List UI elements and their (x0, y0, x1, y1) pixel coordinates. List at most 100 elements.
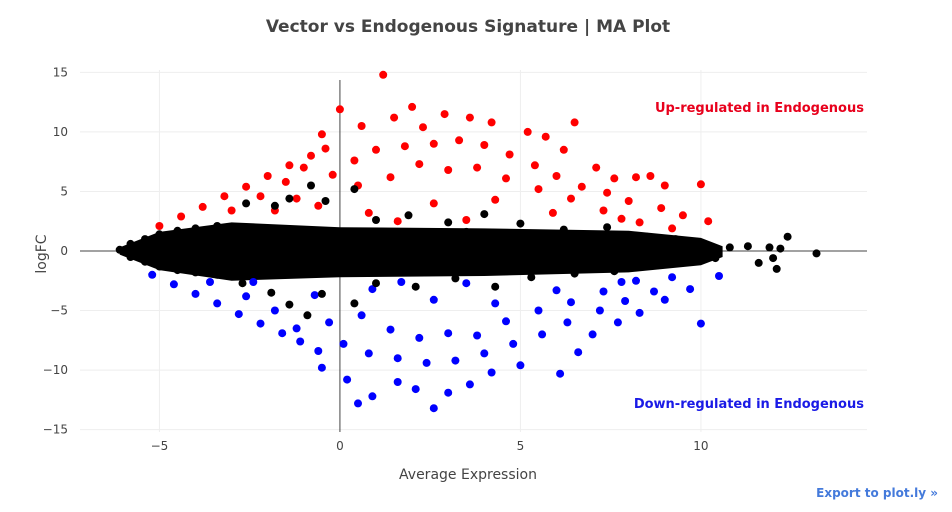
point-down (462, 279, 471, 288)
point-up (285, 161, 294, 170)
point-up (577, 182, 586, 191)
point-not-significant (653, 261, 662, 270)
point-up (660, 181, 669, 190)
point-up (350, 156, 359, 165)
point-down (429, 404, 438, 413)
point-down (444, 388, 453, 397)
point-up (314, 201, 323, 210)
point-up (473, 163, 482, 172)
point-not-significant (285, 300, 294, 309)
point-up (617, 214, 626, 223)
point-not-significant (317, 289, 326, 298)
point-down (325, 318, 334, 327)
tick-labels: −15 −10 −5 0 5 10 15 −5 0 5 10 (43, 65, 709, 453)
point-down (364, 349, 373, 358)
point-not-significant (321, 197, 330, 205)
point-down (270, 306, 279, 315)
point-down (213, 299, 222, 308)
point-up (227, 206, 236, 215)
point-not-significant (743, 242, 752, 251)
point-not-significant (642, 255, 651, 264)
point-up (704, 217, 713, 226)
point-up (552, 172, 561, 180)
not-significant-density-band (119, 222, 723, 281)
point-up (429, 199, 438, 208)
point-down (595, 306, 604, 315)
point-up (317, 130, 326, 139)
point-not-significant (783, 232, 792, 241)
point-down (534, 306, 543, 315)
y-tick-label: −10 (43, 363, 68, 377)
point-not-significant (173, 266, 182, 275)
point-not-significant (671, 235, 680, 244)
point-not-significant (559, 225, 568, 234)
point-not-significant (606, 236, 615, 245)
point-down (343, 375, 352, 384)
point-up (530, 161, 539, 170)
point-not-significant (411, 282, 420, 291)
point-not-significant (491, 282, 500, 291)
point-down (552, 286, 561, 295)
point-not-significant (285, 194, 294, 203)
point-not-significant (754, 258, 763, 267)
y-tick-label: 5 (60, 184, 68, 198)
annotation-down-regulated: Down-regulated in Endogenous (634, 397, 864, 412)
point-not-significant (141, 235, 149, 244)
point-down (148, 270, 157, 279)
point-not-significant (725, 243, 734, 252)
point-down (465, 380, 474, 389)
point-not-significant (372, 216, 380, 224)
point-down (310, 291, 319, 300)
point-not-significant (299, 229, 308, 238)
point-down (292, 324, 301, 333)
point-up (155, 222, 164, 230)
point-down (278, 329, 287, 338)
export-to-plotly-link[interactable]: Export to plot.ly » (816, 486, 938, 500)
point-up (559, 145, 568, 154)
y-axis-title: logFC (34, 234, 50, 273)
point-not-significant (303, 311, 312, 320)
point-up (177, 212, 186, 221)
point-up (242, 182, 251, 191)
point-up (570, 118, 579, 127)
density-band (119, 222, 723, 281)
point-not-significant (335, 231, 344, 240)
point-up (220, 192, 229, 201)
point-up (379, 70, 388, 79)
point-up (696, 180, 705, 189)
point-not-significant (610, 267, 619, 276)
point-up (444, 166, 453, 174)
point-up (390, 113, 399, 122)
point-not-significant (451, 274, 460, 283)
point-up (657, 204, 666, 213)
point-not-significant (191, 268, 200, 277)
point-up (610, 174, 619, 183)
point-not-significant (242, 199, 251, 208)
point-up (462, 216, 471, 224)
point-down (368, 392, 377, 401)
point-up (328, 170, 337, 179)
point-not-significant (350, 299, 359, 308)
point-not-significant (390, 263, 399, 272)
point-down (632, 276, 640, 285)
point-not-significant (267, 288, 276, 297)
point-up (541, 132, 550, 141)
point-not-significant (372, 279, 380, 288)
point-not-significant (642, 232, 651, 241)
point-down (617, 278, 626, 286)
point-up (393, 217, 402, 226)
point-down (538, 330, 547, 339)
point-down (635, 308, 644, 317)
point-up (455, 136, 464, 145)
point-up (487, 118, 496, 127)
point-up (603, 188, 612, 197)
point-down (411, 385, 420, 394)
point-not-significant (516, 219, 525, 228)
point-not-significant (390, 229, 399, 238)
point-down (422, 358, 431, 367)
point-not-significant (444, 218, 453, 227)
x-tick-label: 5 (517, 439, 525, 453)
point-not-significant (263, 267, 272, 276)
point-down (354, 399, 362, 408)
point-down (621, 297, 630, 305)
